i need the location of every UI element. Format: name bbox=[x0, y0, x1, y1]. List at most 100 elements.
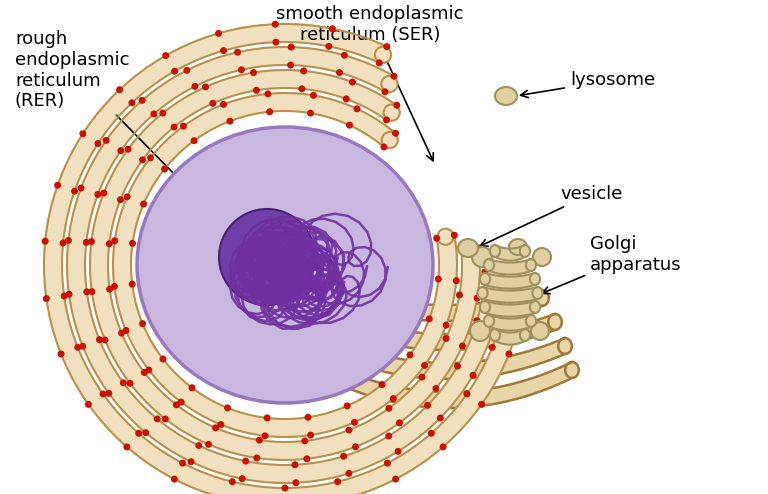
Circle shape bbox=[129, 281, 136, 288]
Ellipse shape bbox=[382, 76, 398, 92]
Ellipse shape bbox=[532, 287, 543, 299]
Circle shape bbox=[177, 399, 184, 406]
Circle shape bbox=[428, 430, 435, 437]
Circle shape bbox=[502, 292, 509, 299]
Ellipse shape bbox=[478, 287, 488, 299]
Circle shape bbox=[74, 344, 81, 351]
Polygon shape bbox=[338, 314, 555, 350]
Circle shape bbox=[141, 369, 148, 376]
Circle shape bbox=[179, 459, 186, 467]
Circle shape bbox=[353, 105, 360, 112]
Polygon shape bbox=[485, 301, 535, 317]
Circle shape bbox=[435, 276, 442, 283]
Circle shape bbox=[406, 351, 413, 358]
Circle shape bbox=[442, 322, 449, 329]
Circle shape bbox=[263, 414, 270, 421]
Ellipse shape bbox=[480, 301, 490, 313]
Circle shape bbox=[340, 453, 347, 460]
Circle shape bbox=[106, 286, 113, 293]
Circle shape bbox=[118, 329, 125, 336]
Circle shape bbox=[60, 240, 67, 247]
Circle shape bbox=[71, 188, 78, 195]
Circle shape bbox=[147, 154, 154, 161]
Circle shape bbox=[101, 336, 108, 343]
Circle shape bbox=[54, 182, 61, 189]
Circle shape bbox=[264, 90, 271, 97]
Circle shape bbox=[273, 39, 280, 45]
Circle shape bbox=[432, 385, 439, 392]
Circle shape bbox=[437, 414, 444, 421]
Circle shape bbox=[227, 118, 233, 124]
Circle shape bbox=[151, 111, 157, 118]
Circle shape bbox=[188, 384, 196, 391]
Circle shape bbox=[220, 47, 227, 54]
Ellipse shape bbox=[375, 46, 391, 63]
Circle shape bbox=[103, 137, 110, 144]
Circle shape bbox=[187, 458, 194, 465]
Polygon shape bbox=[495, 329, 525, 345]
Circle shape bbox=[120, 379, 127, 386]
Circle shape bbox=[341, 52, 348, 59]
Circle shape bbox=[170, 124, 177, 130]
Polygon shape bbox=[44, 24, 524, 494]
Circle shape bbox=[65, 237, 72, 244]
Circle shape bbox=[96, 336, 103, 343]
Ellipse shape bbox=[535, 290, 549, 306]
Circle shape bbox=[288, 43, 295, 50]
Circle shape bbox=[122, 327, 130, 334]
Circle shape bbox=[205, 441, 212, 448]
Ellipse shape bbox=[486, 264, 502, 281]
Circle shape bbox=[307, 432, 314, 439]
Ellipse shape bbox=[341, 290, 355, 306]
Ellipse shape bbox=[530, 301, 540, 313]
Circle shape bbox=[299, 85, 306, 92]
Circle shape bbox=[138, 97, 146, 104]
Circle shape bbox=[272, 21, 279, 28]
Ellipse shape bbox=[438, 229, 454, 245]
Circle shape bbox=[250, 69, 257, 76]
Ellipse shape bbox=[462, 241, 478, 257]
Polygon shape bbox=[485, 273, 535, 288]
Circle shape bbox=[282, 485, 289, 492]
Ellipse shape bbox=[509, 239, 527, 255]
Circle shape bbox=[129, 240, 136, 247]
Circle shape bbox=[118, 147, 124, 154]
Ellipse shape bbox=[484, 315, 494, 327]
Circle shape bbox=[307, 110, 314, 117]
Circle shape bbox=[162, 415, 169, 422]
Ellipse shape bbox=[323, 338, 337, 354]
Circle shape bbox=[396, 419, 403, 426]
Circle shape bbox=[376, 59, 382, 66]
Circle shape bbox=[173, 401, 180, 408]
Polygon shape bbox=[325, 362, 572, 408]
Ellipse shape bbox=[484, 259, 494, 271]
Polygon shape bbox=[90, 70, 480, 460]
Circle shape bbox=[383, 43, 390, 50]
Circle shape bbox=[439, 444, 447, 451]
Circle shape bbox=[217, 421, 224, 428]
Ellipse shape bbox=[520, 245, 530, 257]
Circle shape bbox=[470, 321, 490, 341]
Circle shape bbox=[145, 367, 152, 373]
Circle shape bbox=[266, 108, 273, 115]
Circle shape bbox=[380, 144, 388, 151]
Circle shape bbox=[456, 291, 463, 298]
Circle shape bbox=[61, 292, 68, 299]
Circle shape bbox=[85, 401, 92, 408]
Circle shape bbox=[301, 437, 308, 445]
Circle shape bbox=[392, 476, 399, 483]
Circle shape bbox=[488, 344, 496, 351]
Circle shape bbox=[352, 443, 359, 451]
Circle shape bbox=[262, 432, 269, 439]
Ellipse shape bbox=[137, 127, 433, 403]
Circle shape bbox=[88, 238, 95, 245]
Text: vesicle: vesicle bbox=[480, 185, 622, 246]
Circle shape bbox=[142, 429, 149, 436]
Circle shape bbox=[419, 373, 425, 380]
Circle shape bbox=[215, 30, 222, 37]
Circle shape bbox=[499, 269, 506, 276]
Ellipse shape bbox=[548, 314, 562, 330]
Text: rough
endoplasmic
reticulum
(RER): rough endoplasmic reticulum (RER) bbox=[15, 30, 182, 182]
Circle shape bbox=[472, 247, 492, 267]
Circle shape bbox=[253, 454, 260, 461]
